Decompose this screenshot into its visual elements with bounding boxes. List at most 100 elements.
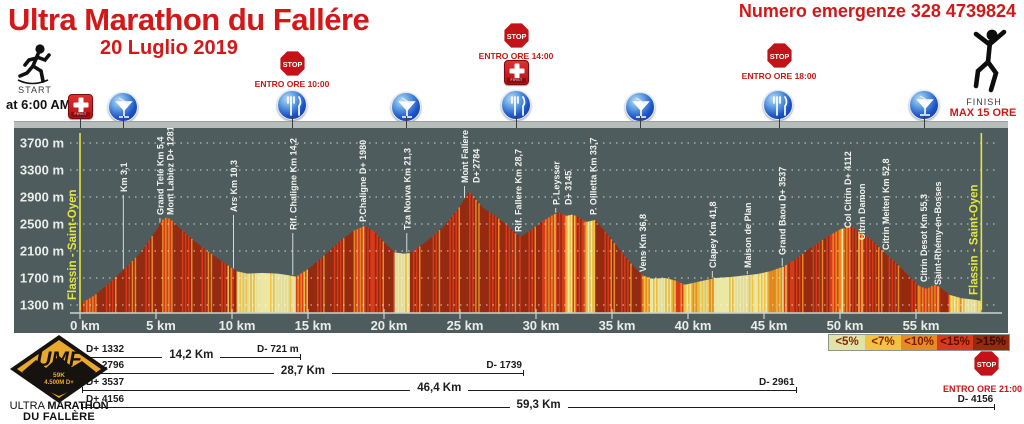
drink-station-icon	[909, 90, 939, 120]
stop-sign-icon: STOP	[765, 41, 794, 70]
dminus-label: D- 2961	[758, 377, 795, 388]
event-date: 20 Luglio 2019	[100, 37, 238, 59]
distance-label: 28,7 Km	[273, 365, 333, 377]
start-time: at 6:00 AM	[6, 97, 71, 112]
station-tick	[292, 116, 293, 129]
svg-text:4.500M D+: 4.500M D+	[44, 380, 74, 386]
stop-sign-icon: STOP	[972, 349, 1001, 378]
waypoint-label: Rif. Chaligne Km 14,2	[288, 138, 298, 230]
dminus-label: D- 4156	[957, 394, 994, 405]
profile-area	[80, 192, 982, 313]
waypoint-label: D+ 3145	[563, 171, 573, 205]
waypoint-label: Saint-Rhémy-en-Bosses	[933, 181, 943, 285]
start-label: START	[18, 85, 52, 95]
dminus-label: D- 1739	[486, 360, 522, 371]
waypoint-label: Citrin Damon	[857, 183, 867, 240]
emergency-number: Numero emergenze 328 4739824	[738, 1, 1016, 21]
runner-start-icon	[17, 44, 51, 85]
y-tick-label: 3300 m	[20, 163, 64, 178]
waypoint-label: Vens Km 36,8	[638, 214, 648, 272]
finish-label: FINISH	[966, 97, 1002, 107]
drink-station-icon	[391, 92, 421, 122]
stop-sign-icon: STOP	[502, 21, 531, 50]
y-tick-label: 3700 m	[20, 136, 64, 151]
waypoint-label: Col Citrin D+ 4112	[843, 151, 853, 228]
waypoint-label: Citrin Meiten Km 52,8	[881, 158, 891, 250]
x-tick-label: 10 km	[219, 318, 256, 333]
x-tick-label: 20 km	[371, 318, 408, 333]
x-tick-label: 15 km	[295, 318, 332, 333]
legend-cell: <10%	[901, 335, 937, 350]
y-tick-label: 1300 m	[20, 298, 64, 313]
legend-cell: <5%	[829, 335, 865, 350]
station-tick	[924, 116, 925, 129]
route-endpoint-label: Flassin - Saint-Oyen	[968, 184, 980, 295]
x-tick-label: 40 km	[675, 318, 712, 333]
waypoint-label: Grand Telé Km 5,4	[155, 137, 165, 215]
cutoff-time-3: ENTRO ORE 18:00	[741, 71, 817, 81]
drink-station-icon	[108, 92, 138, 122]
umf-logo-name: ULTRA MARATHON DU FALLÈRE	[9, 400, 109, 423]
svg-text:STOP: STOP	[977, 360, 997, 369]
waypoint-label: Citrin Desot Km 55,3	[919, 194, 929, 282]
distance-label: 46,4 Km	[410, 382, 469, 394]
distance-label: 14,2 Km	[162, 349, 221, 361]
umf-logo: UMF 59K 4.500M D+	[10, 335, 108, 403]
waypoint-label: Mont Labiez D+ 1281	[165, 128, 175, 215]
legend-cell: >15%	[973, 335, 1009, 350]
x-tick-label: 45 km	[751, 318, 788, 333]
waypoint-label: Maison de Plan	[743, 202, 753, 268]
first-aid-icon: FIRST AID	[504, 60, 529, 85]
food-station-icon	[763, 90, 793, 120]
station-tick	[516, 116, 517, 129]
food-station-icon	[277, 90, 307, 120]
finisher-icon	[973, 29, 1007, 93]
food-station-icon	[501, 90, 531, 120]
x-tick-label: 35 km	[599, 318, 636, 333]
waypoint-label: Clapey Km 41,8	[708, 201, 718, 268]
svg-text:STOP: STOP	[770, 52, 790, 61]
svg-text:UMF: UMF	[36, 348, 83, 371]
y-tick-label: 1700 m	[20, 271, 64, 286]
waypoint-label: P. Oilletta Km 33,7	[589, 138, 599, 215]
x-tick-label: 5 km	[146, 318, 176, 333]
cutoff-time-1: ENTRO ORE 10:00	[254, 79, 330, 89]
station-tick	[406, 116, 407, 129]
dplus-label: D+ 3537	[86, 377, 125, 388]
waypoint-label: Mont Fallere	[460, 130, 470, 183]
distance-label: 59,3 Km	[509, 399, 568, 411]
legend-cell: <7%	[865, 335, 901, 350]
station-tick	[80, 116, 81, 129]
waypoint-label: P. Leysser	[551, 161, 561, 205]
waypoint-label: P.Chaligne D+ 1980	[358, 140, 368, 222]
x-tick-label: 0 km	[70, 318, 100, 333]
gradient-legend: <5% <7% <10% <15% >15%	[828, 334, 1010, 351]
waypoint-label: Km 3,1	[119, 162, 129, 192]
waypoint-label: D+ 2784	[471, 149, 481, 183]
icon-baseline-strip	[14, 121, 1008, 128]
dplus-label: D+ 4156	[86, 394, 125, 405]
x-tick-label: 50 km	[827, 318, 864, 333]
legend-cell: <15%	[937, 335, 973, 350]
cutoff-time-2: ENTRO ORE 14:00	[478, 51, 554, 61]
y-tick-label: 2100 m	[20, 244, 64, 259]
waypoint-label: Tza Nouva Km 21,3	[402, 148, 412, 230]
page-title: Ultra Marathon du Fallére	[8, 2, 370, 37]
elevation-chart: 3700 m 3300 m 2900 m 2500 m 2100 m 1700 m 1300…	[14, 126, 1008, 333]
waypoint-label: Grand Baou D+ 3537	[778, 167, 788, 255]
stop-sign-icon: STOP	[278, 49, 307, 78]
svg-text:STOP: STOP	[507, 32, 527, 41]
station-tick	[779, 116, 780, 129]
station-tick	[640, 116, 641, 129]
cutoff-time-4: ENTRO ORE 21:00	[942, 384, 1022, 394]
y-tick-label: 2900 m	[20, 190, 64, 205]
dminus-label: D- 721 m	[256, 344, 299, 355]
station-tick	[123, 116, 124, 129]
x-tick-label: 30 km	[523, 318, 560, 333]
x-tick-label: 25 km	[447, 318, 484, 333]
finish-time-limit: MAX 15 ORE	[949, 107, 1017, 119]
svg-text:STOP: STOP	[283, 60, 303, 69]
dplus-label: D+ 1332	[86, 344, 125, 355]
waypoint-label: Ars Km 10,3	[229, 160, 239, 212]
